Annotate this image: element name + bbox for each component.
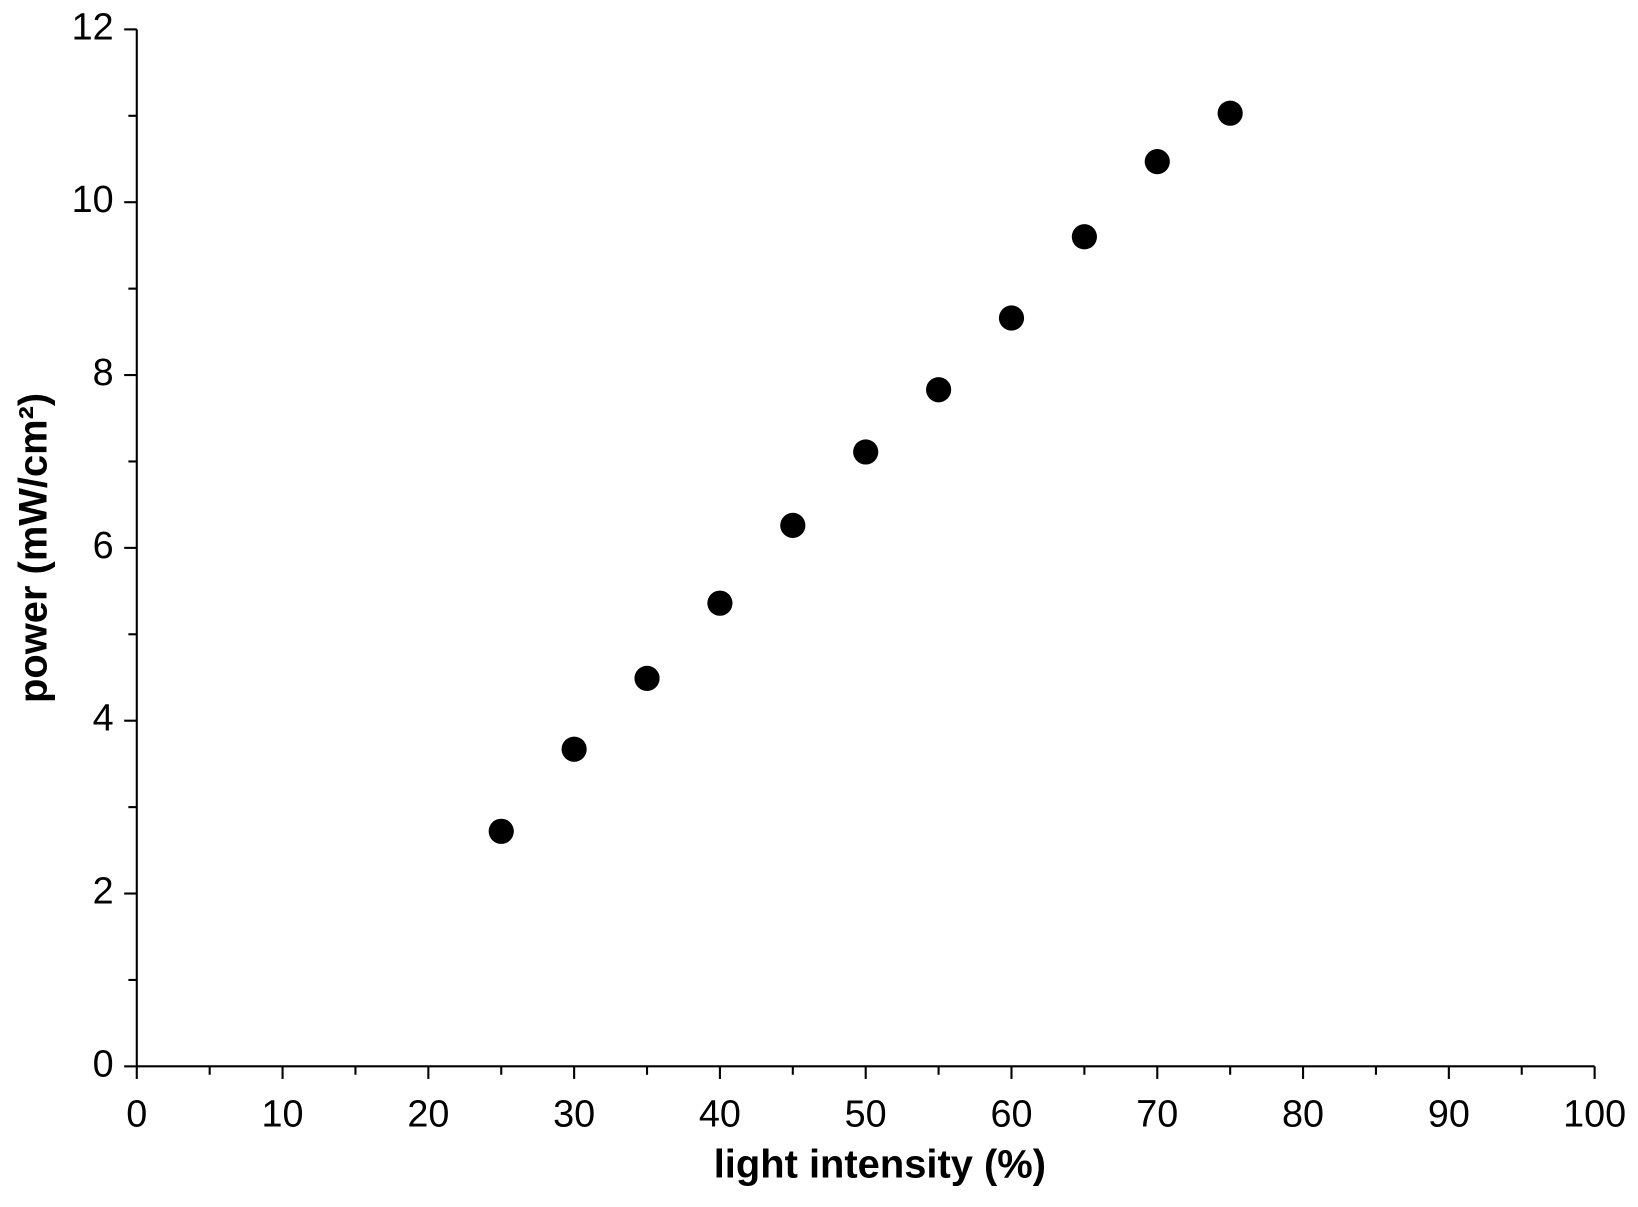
point bbox=[1217, 100, 1243, 126]
point bbox=[926, 377, 952, 403]
x-axis-title: light intensity (%) bbox=[714, 1143, 1046, 1187]
y-tick-label: 10 bbox=[72, 179, 114, 221]
point bbox=[1144, 149, 1170, 175]
x-tick-label: 40 bbox=[699, 1094, 741, 1136]
x-tick-label: 80 bbox=[1282, 1094, 1324, 1136]
point bbox=[634, 665, 660, 691]
y-tick-label: 0 bbox=[93, 1043, 114, 1085]
y-tick-label: 12 bbox=[72, 6, 114, 48]
point bbox=[998, 305, 1025, 331]
point bbox=[561, 736, 587, 762]
x-tick-label: 70 bbox=[1136, 1094, 1178, 1136]
y-tick-label: 6 bbox=[93, 525, 114, 567]
y-tick-label: 4 bbox=[93, 698, 114, 740]
x-tick-label: 30 bbox=[553, 1094, 595, 1136]
point bbox=[853, 439, 879, 465]
y-tick-label: 2 bbox=[93, 871, 114, 913]
point bbox=[780, 512, 806, 539]
y-tick-label: 8 bbox=[93, 352, 114, 394]
x-tick-label: 90 bbox=[1428, 1094, 1470, 1136]
x-tick-label: 20 bbox=[407, 1094, 449, 1136]
point bbox=[1071, 224, 1097, 250]
point bbox=[488, 818, 514, 844]
y-axis-title: power (mW/cm²) bbox=[12, 393, 56, 703]
x-tick-label: 10 bbox=[262, 1094, 304, 1136]
x-tick-label: 50 bbox=[845, 1094, 887, 1136]
x-tick-label: 100 bbox=[1563, 1094, 1626, 1136]
x-tick-label: 0 bbox=[126, 1094, 147, 1136]
point bbox=[707, 590, 733, 616]
x-tick-label: 60 bbox=[990, 1094, 1032, 1136]
